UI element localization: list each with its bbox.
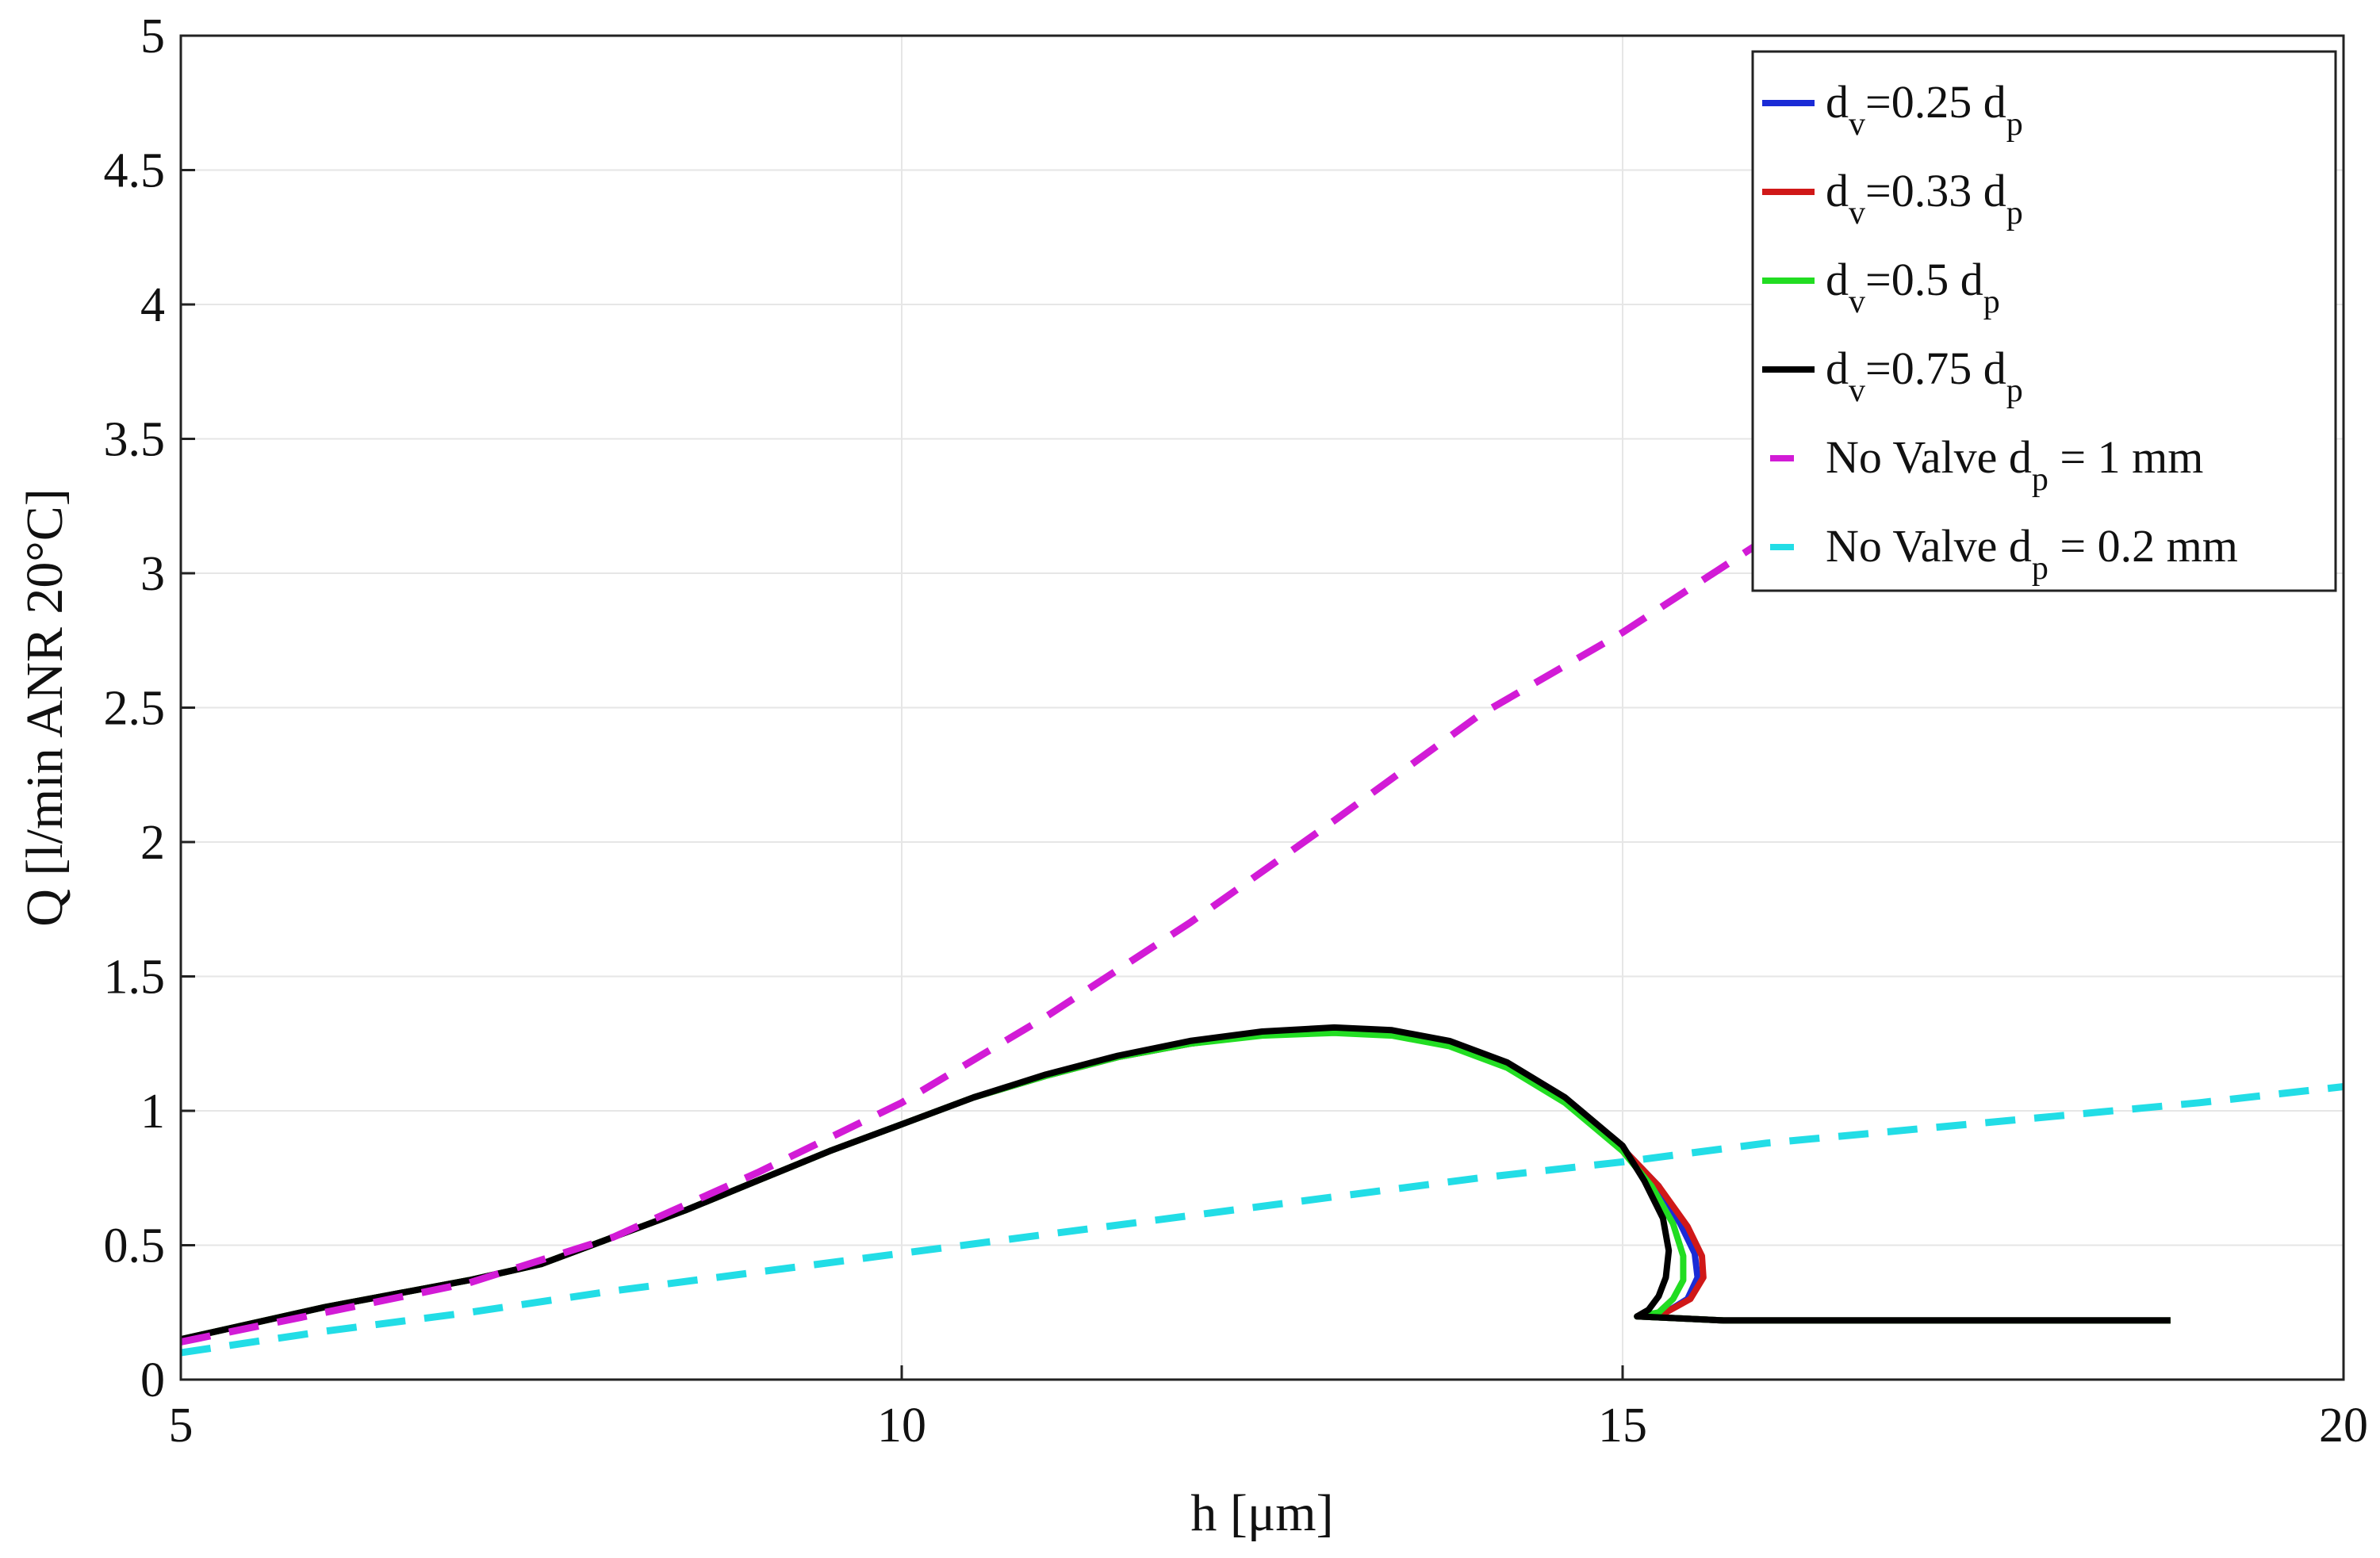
legend-label: No Valve dp = 1 mm — [1826, 431, 2203, 498]
y-tick-label: 2 — [140, 816, 165, 870]
legend: dv=0.25 dp dv=0.33 dp dv=0.5 dp dv=0.75 dp N… — [1751, 50, 2337, 592]
y-tick-label: 1 — [140, 1085, 165, 1139]
y-tick-label: 4.5 — [104, 144, 166, 198]
legend-label: dv=0.75 dp — [1826, 343, 2023, 409]
y-tick-label: 4 — [140, 278, 165, 332]
legend-box — [1751, 50, 2337, 592]
legend-label: dv=0.33 dp — [1826, 165, 2023, 232]
y-tick-label: 3 — [140, 547, 165, 601]
y-tick-label: 1.5 — [104, 951, 166, 1005]
y-tick-label: 3.5 — [104, 413, 166, 467]
series-line-6 — [180, 1083, 2344, 1357]
x-axis-label: h [μm] — [1190, 1484, 1333, 1542]
legend-label: dv=0.5 dp — [1826, 254, 2000, 320]
x-tick-label: 15 — [1598, 1399, 1647, 1453]
x-tick-label: 5 — [169, 1399, 194, 1453]
legend-label: No Valve dp = 0.2 mm — [1826, 520, 2238, 587]
x-tick-label: 20 — [2319, 1399, 2368, 1453]
series-line-5 — [180, 124, 2346, 1346]
series-group — [180, 124, 2346, 1357]
y-axis-label: Q [l/min ANR 20°C] — [16, 488, 74, 927]
x-tick-label: 10 — [877, 1399, 926, 1453]
y-tick-label: 0.5 — [104, 1219, 166, 1273]
y-tick-label: 0 — [140, 1353, 165, 1407]
y-tick-label: 5 — [140, 10, 165, 63]
legend-label: dv=0.25 dp — [1826, 76, 2023, 143]
y-tick-label: 2.5 — [104, 682, 166, 736]
axis-ticks: 5 10 15 20 0 0.5 1 1.5 2 2.5 3 3.5 4 4.5 5 — [104, 10, 2369, 1453]
